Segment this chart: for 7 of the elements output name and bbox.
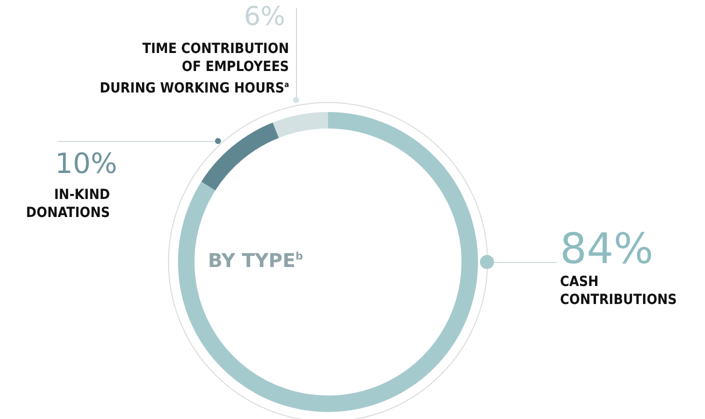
slice-label: CASH CONTRIBUTIONS — [560, 273, 677, 309]
slice-label: TIME CONTRIBUTION OF EMPLOYEES DURING WORKING HOURS$^{a}$ — [100, 40, 289, 98]
data-label: 6% — [244, 2, 286, 32]
data-label: 84% — [560, 224, 654, 273]
text: BY TYPE$^{b}$ — [208, 250, 303, 272]
slice-label: IN-KIND DONATIONS — [26, 186, 110, 222]
data-label: 10% — [55, 147, 118, 180]
